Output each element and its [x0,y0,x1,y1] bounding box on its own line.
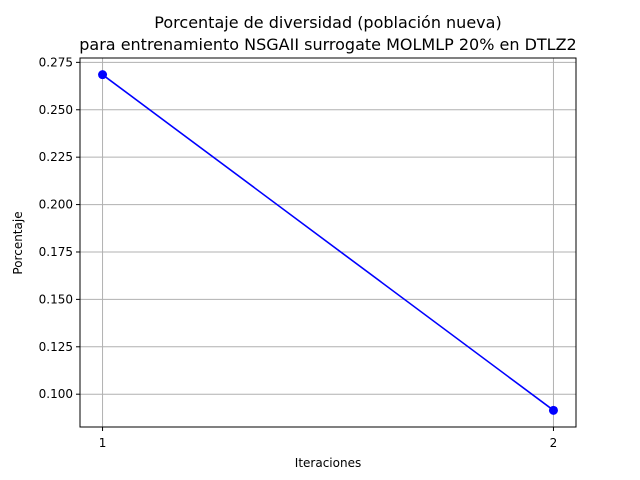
series-line [102,74,554,411]
x-tick-label: 1 [99,436,107,450]
y-axis-label: Porcentaje [11,211,25,274]
x-axis-label: Iteraciones [295,456,361,470]
y-tick-label: 0.225 [39,150,73,164]
grid-lines [80,58,576,427]
plot-frame [79,57,577,428]
data-point [548,405,558,415]
y-tick-label: 0.175 [39,245,73,259]
chart-title-line-1: Porcentaje de diversidad (población nuev… [154,13,501,32]
y-tick-label: 0.150 [39,292,73,306]
chart-title-line-2: para entrenamiento NSGAII surrogate MOLM… [79,35,576,54]
x-tick-label: 2 [550,436,558,450]
y-tick-label: 0.125 [39,340,73,354]
y-tick-label: 0.100 [39,387,73,401]
y-tick-label: 0.275 [39,55,73,69]
y-axis-ticks: 0.100 0.125 0.150 0.175 0.200 0.225 0.250 0.275 [39,55,80,401]
series-layer [98,70,558,415]
data-point [98,70,108,80]
y-tick-label: 0.200 [39,198,73,212]
y-tick-label: 0.250 [39,103,73,117]
